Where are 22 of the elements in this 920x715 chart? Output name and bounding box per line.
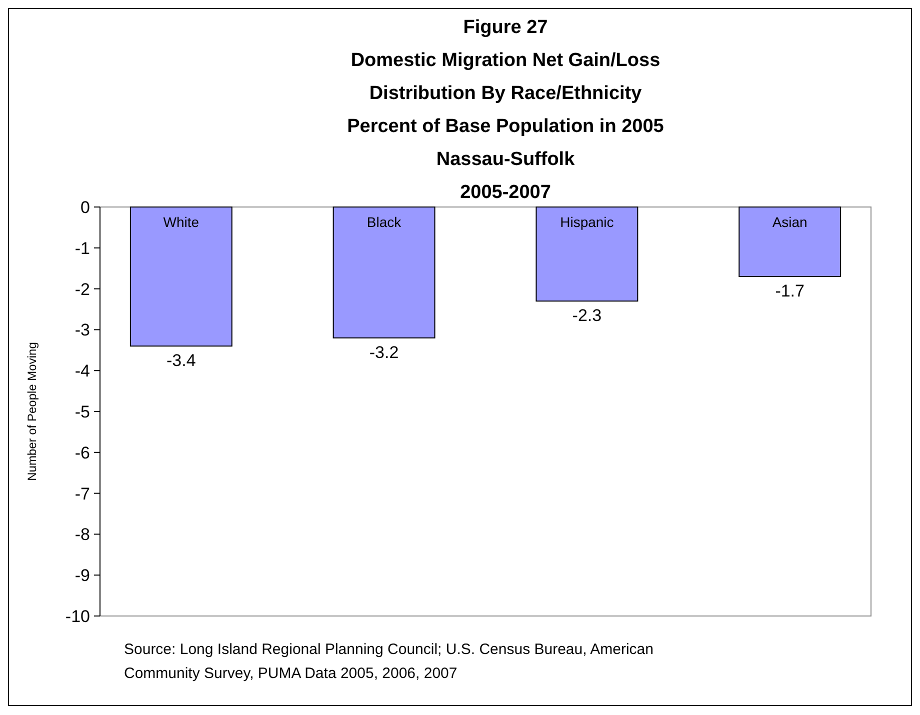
data-label: -1.7	[775, 282, 804, 301]
y-tick-label: -9	[74, 566, 90, 586]
x-tick-label: Hispanic	[560, 214, 614, 230]
y-tick-label: -4	[74, 362, 90, 381]
y-tick-label: -8	[74, 525, 90, 544]
data-label: -3.2	[369, 342, 399, 362]
y-tick-label: -2	[74, 280, 90, 299]
x-tick-label: Black	[366, 214, 402, 230]
chart-title: Figure 27 Domestic Migration Net Gain/Loss Distribution By Race/Ethnicity Percent of Base Population in 2005 Nassau-Suffolk 2005-2007	[347, 17, 664, 203]
x-tick-label: Asian	[772, 214, 808, 230]
y-tick-label: -1	[74, 238, 90, 258]
y-axis-title: Number of People Moving	[25, 342, 39, 481]
data-label: -2.3	[572, 306, 602, 326]
y-tick-label: 0	[80, 198, 90, 217]
source-note: Source: Long Island Regional Planning Council; U.S. Census Bureau, American Community Survey, PUMA Data 2005, 2006, 2007	[124, 641, 654, 682]
data-label: -3.4	[166, 351, 196, 370]
y-tick-label: -10	[65, 606, 90, 626]
y-tick-label: -5	[74, 402, 90, 422]
x-tick-label: White	[163, 214, 200, 230]
y-tick-label: -6	[74, 443, 90, 462]
y-tick-label: -7	[74, 484, 90, 504]
y-tick-label: -3	[74, 320, 90, 340]
